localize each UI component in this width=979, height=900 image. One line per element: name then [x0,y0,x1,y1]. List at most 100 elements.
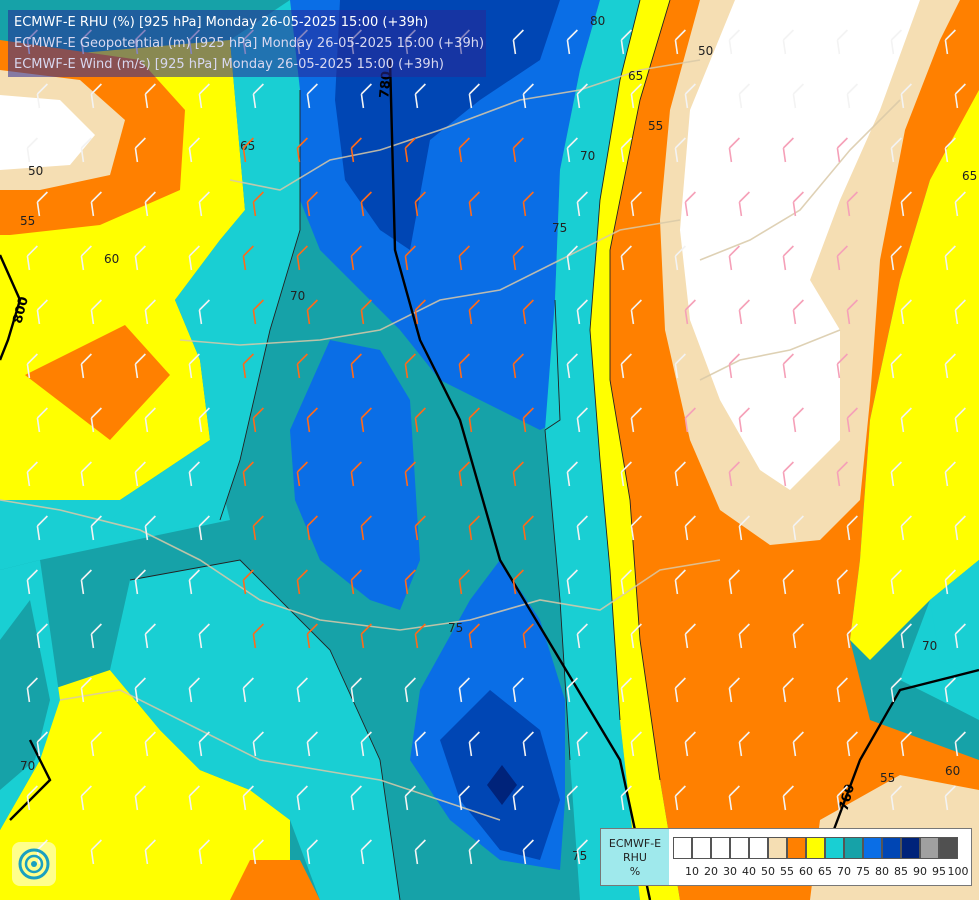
wind-barb [630,191,642,217]
wind-barb [782,677,794,703]
legend-tick-label: 70 [837,865,851,878]
wind-barb [782,245,794,271]
wind-barb [80,353,92,379]
legend-tick-label: 80 [875,865,889,878]
wind-barb [576,515,588,541]
wind-barb [80,137,92,163]
wind-barb [404,245,416,271]
wind-barb [350,245,362,271]
wind-barb [458,785,470,811]
wind-barb [134,461,146,487]
wind-barb [458,677,470,703]
wind-barb [360,839,372,865]
legend-tick-label: 20 [704,865,718,878]
wind-barb [458,569,470,595]
wind-barb [360,515,372,541]
legend-tick-label: 85 [894,865,908,878]
legend-swatch [863,837,882,859]
wind-barb [890,785,902,811]
wind-barb [944,785,956,811]
contour-label-75-ne: 75 [552,221,567,235]
legend-title-unit: % [629,865,641,878]
wind-barb [846,83,858,109]
wind-barb [458,353,470,379]
wind-barb [846,623,858,649]
wind-barb [954,83,966,109]
wind-barb [296,137,308,163]
wind-barb [620,677,632,703]
legend-tick-label: 55 [780,865,794,878]
wind-barb [36,299,48,325]
wind-barb [674,677,686,703]
wind-barb [890,29,902,55]
wind-barb [944,353,956,379]
wind-barb [188,245,200,271]
wind-barb [36,623,48,649]
legend-tick-label: 95 [932,865,946,878]
wind-barb [836,785,848,811]
wind-barb [846,731,858,757]
wind-barb [80,785,92,811]
wind-barb [252,731,264,757]
wind-barb [404,569,416,595]
legend-swatch [806,837,825,859]
wind-barb [684,191,696,217]
wind-barb [792,299,804,325]
wind-barb [414,515,426,541]
wind-barb [296,353,308,379]
legend-swatch [939,837,958,859]
wind-barb [252,515,264,541]
wind-barb [36,515,48,541]
wind-barb [900,191,912,217]
wind-barb [522,623,534,649]
wind-barb [792,731,804,757]
wind-barb [728,677,740,703]
wind-barb [26,137,38,163]
wind-barb [360,191,372,217]
wind-barb [566,245,578,271]
wind-barb [738,515,750,541]
wind-barb [846,407,858,433]
map-title-box: ECMWF-E RHU (%) [925 hPa] Monday 26-05-2… [8,10,486,77]
wind-barb [944,569,956,595]
wind-barb [26,353,38,379]
wind-barb [782,29,794,55]
wind-barb [90,623,102,649]
wind-barb [566,461,578,487]
wind-barb [80,569,92,595]
wind-barb [512,569,524,595]
contour-label-70-se: 70 [922,639,937,653]
wind-barb [512,785,524,811]
contour-label-50-nw: 50 [28,164,43,178]
wind-barb [620,569,632,595]
wind-barb [836,569,848,595]
contour-label-70-ne: 70 [580,149,595,163]
contour-label-70-c: 70 [290,289,305,303]
rh-region-south-yellow [0,670,290,900]
contour-label-group: 50 55 60 65 70 75 80 70 65 55 50 65 75 7… [10,14,977,863]
legend-title-variable: RHU [623,851,647,864]
wind-barb [252,839,264,865]
wind-barb [404,137,416,163]
legend-swatch [882,837,901,859]
wind-barb [738,731,750,757]
title-geopotential: ECMWF-E Geopotential (m) [925 hPa] Monda… [14,36,485,51]
rh-region-south-orange [230,860,320,900]
legend-tick-label: 40 [742,865,756,878]
wind-barb [620,353,632,379]
title-rhu: ECMWF-E RHU (%) [925 hPa] Monday 26-05-2… [14,15,429,30]
wind-barb [576,839,588,865]
wind-barb [350,461,362,487]
geopotential-label-780: 780 [377,70,394,98]
wind-barb [306,299,318,325]
wind-barb [836,461,848,487]
wind-barb [188,353,200,379]
rh-region-central-blue [290,340,420,610]
wind-barb [728,245,740,271]
wind-barb [684,83,696,109]
rhu-legend: ECMWF-E RHU % 10 20 30 40 50 55 60 65 70 75 80 85 90… [600,828,972,886]
wind-barb [242,569,254,595]
wind-barb [792,515,804,541]
wind-barb [306,731,318,757]
wind-barb [80,461,92,487]
